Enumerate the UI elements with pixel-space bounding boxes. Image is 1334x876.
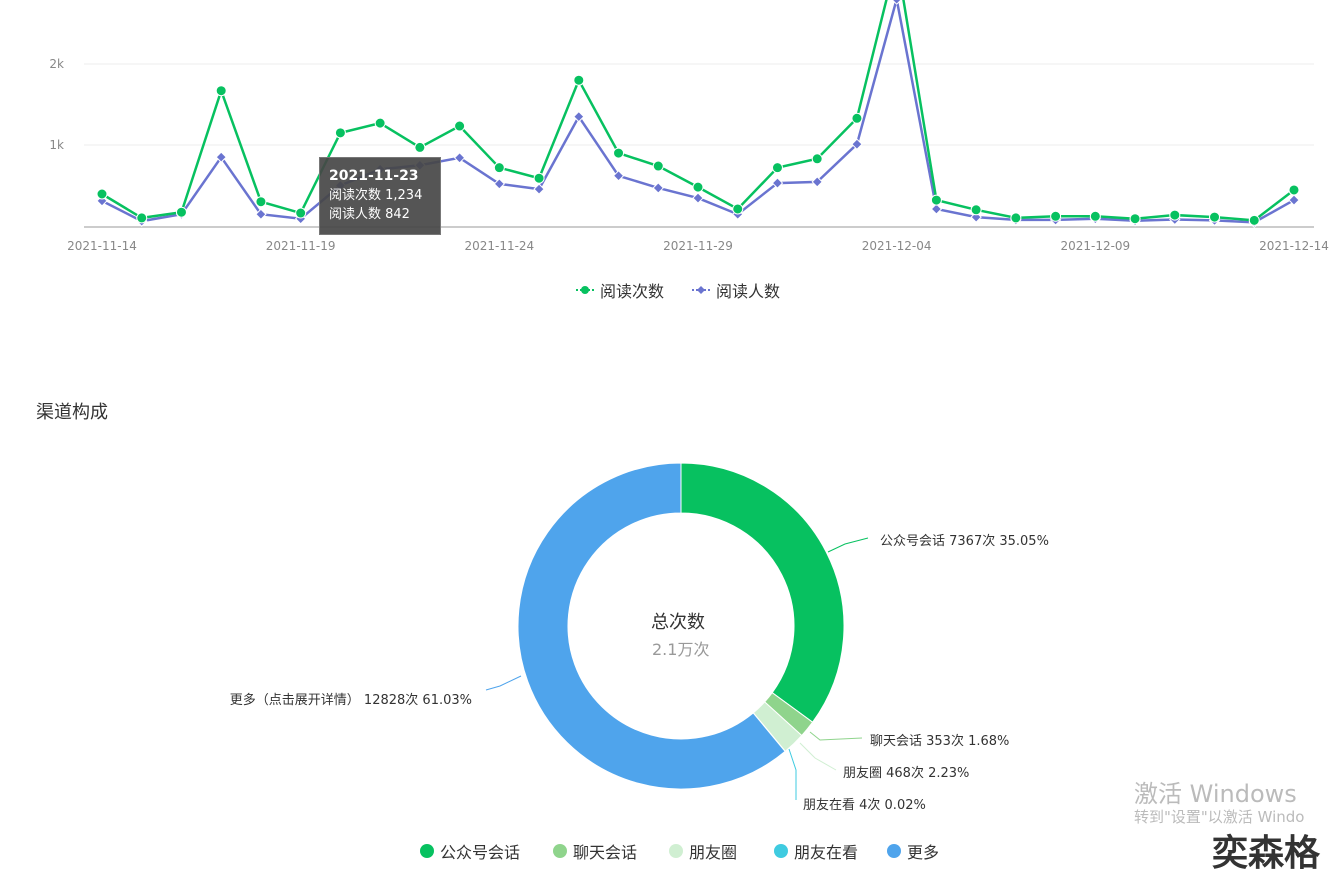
slice-label[interactable]: 聊天会话 353次 1.68% [870, 734, 1010, 749]
pie-slice[interactable] [680, 462, 845, 723]
center-value: 2.1万次 [652, 640, 710, 659]
legend-label: 更多 [907, 843, 940, 862]
label-leader-line [485, 675, 522, 691]
data-point[interactable] [573, 110, 585, 123]
data-point[interactable] [692, 192, 704, 204]
data-point[interactable] [1050, 210, 1062, 222]
data-point[interactable] [493, 162, 505, 174]
pie-slice[interactable] [517, 462, 786, 790]
legend-item[interactable]: 公众号会话 [420, 839, 520, 863]
legend-label: 阅读人数 [716, 282, 781, 301]
legend-dot-icon [420, 844, 434, 858]
data-point[interactable] [573, 74, 585, 86]
legend-label: 公众号会话 [440, 843, 521, 862]
data-point[interactable] [1288, 194, 1300, 206]
data-point[interactable] [136, 212, 148, 224]
legend-dot-icon [553, 844, 567, 858]
data-point[interactable] [414, 141, 426, 153]
label-leader-line [788, 748, 797, 800]
x-tick-label: 2021-12-04 [862, 239, 932, 253]
x-tick-label: 2021-11-14 [67, 239, 137, 253]
circle-marker-icon [576, 286, 594, 294]
x-tick-label: 2021-11-24 [464, 239, 534, 253]
data-point[interactable] [613, 147, 625, 159]
data-point[interactable] [215, 85, 227, 97]
data-point[interactable] [771, 177, 784, 189]
section-title: 渠道构成 [36, 402, 108, 423]
y-tick-label: 2k [49, 57, 64, 71]
data-point[interactable] [930, 194, 942, 206]
x-tick-label: 2021-11-19 [266, 239, 336, 253]
legend-label: 阅读次数 [600, 282, 665, 301]
legend-dot-icon [774, 844, 788, 858]
data-point[interactable] [692, 181, 704, 193]
legend-item[interactable]: 聊天会话 [553, 839, 637, 863]
donut-chart [485, 462, 869, 800]
data-point[interactable] [1089, 210, 1101, 222]
center-title: 总次数 [651, 612, 705, 633]
legend-item[interactable]: 更多 [887, 839, 939, 863]
data-point[interactable] [493, 178, 506, 190]
data-point[interactable] [732, 203, 744, 215]
slice-label[interactable]: 公众号会话 7367次 35.05% [880, 534, 1049, 549]
data-point[interactable] [533, 172, 545, 184]
legend-reads[interactable]: 阅读次数 [576, 278, 664, 302]
data-point[interactable] [771, 162, 783, 174]
data-point[interactable] [851, 112, 863, 124]
data-point[interactable] [1209, 211, 1221, 223]
data-point[interactable] [295, 207, 307, 219]
tooltip-line2: 阅读人数 842 [329, 207, 410, 222]
data-point[interactable] [652, 182, 664, 194]
x-tick-label: 2021-12-14 [1259, 239, 1329, 253]
data-point[interactable] [96, 188, 108, 200]
data-point[interactable] [970, 204, 982, 216]
tooltip: 2021-11-23 阅读次数 1,234 阅读人数 842 [319, 157, 441, 235]
data-point[interactable] [811, 176, 823, 188]
legend-item[interactable]: 朋友在看 [774, 839, 858, 863]
data-point[interactable] [175, 206, 187, 218]
data-point[interactable] [612, 170, 625, 182]
logo: 奕森格 [1212, 824, 1321, 876]
data-point[interactable] [374, 117, 386, 129]
data-point[interactable] [215, 151, 227, 163]
data-point[interactable] [255, 208, 267, 220]
legend-label: 朋友在看 [794, 843, 859, 862]
data-point[interactable] [1288, 184, 1300, 196]
data-point[interactable] [1248, 214, 1260, 226]
data-point[interactable] [652, 160, 664, 172]
data-point[interactable] [255, 196, 267, 208]
line-chart: 1k 2k 2021-11-14 2021-11-19 2021-11-24 2021-1… [49, 0, 1329, 253]
x-tick-label: 2021-11-29 [663, 239, 733, 253]
data-point[interactable] [811, 153, 823, 165]
data-point[interactable] [1169, 209, 1181, 221]
slice-label[interactable]: 更多（点击展开详情） 12828次 61.03% [229, 693, 472, 708]
diamond-marker-icon [692, 286, 710, 294]
legend-label: 聊天会话 [573, 843, 638, 862]
tooltip-line1: 阅读次数 1,234 [329, 188, 423, 203]
data-point[interactable] [533, 183, 545, 195]
label-leader-line [809, 731, 863, 741]
data-point[interactable] [453, 152, 466, 164]
data-point[interactable] [334, 127, 346, 139]
slice-label[interactable]: 朋友在看 4次 0.02% [803, 798, 926, 813]
data-point[interactable] [930, 203, 943, 215]
legend-label: 朋友圈 [689, 843, 738, 862]
legend-readers[interactable]: 阅读人数 [692, 278, 780, 302]
legend-dot-icon [887, 844, 901, 858]
watermark-line1: 激活 Windows [1134, 780, 1297, 808]
watermark-line2: 转到"设置"以激活 Windo [1134, 808, 1305, 826]
data-point[interactable] [851, 138, 863, 150]
legend-item[interactable]: 朋友圈 [669, 839, 737, 863]
legend-dot-icon [669, 844, 683, 858]
data-point[interactable] [1010, 212, 1022, 224]
data-point[interactable] [1129, 213, 1141, 225]
data-point[interactable] [454, 120, 466, 132]
label-leader-line [799, 742, 837, 771]
y-tick-label: 1k [49, 138, 64, 152]
data-point[interactable] [891, 0, 902, 5]
tooltip-date: 2021-11-23 [329, 168, 419, 184]
label-leader-line [827, 537, 869, 553]
slice-label[interactable]: 朋友圈 468次 2.23% [843, 766, 970, 781]
x-tick-label: 2021-12-09 [1060, 239, 1130, 253]
